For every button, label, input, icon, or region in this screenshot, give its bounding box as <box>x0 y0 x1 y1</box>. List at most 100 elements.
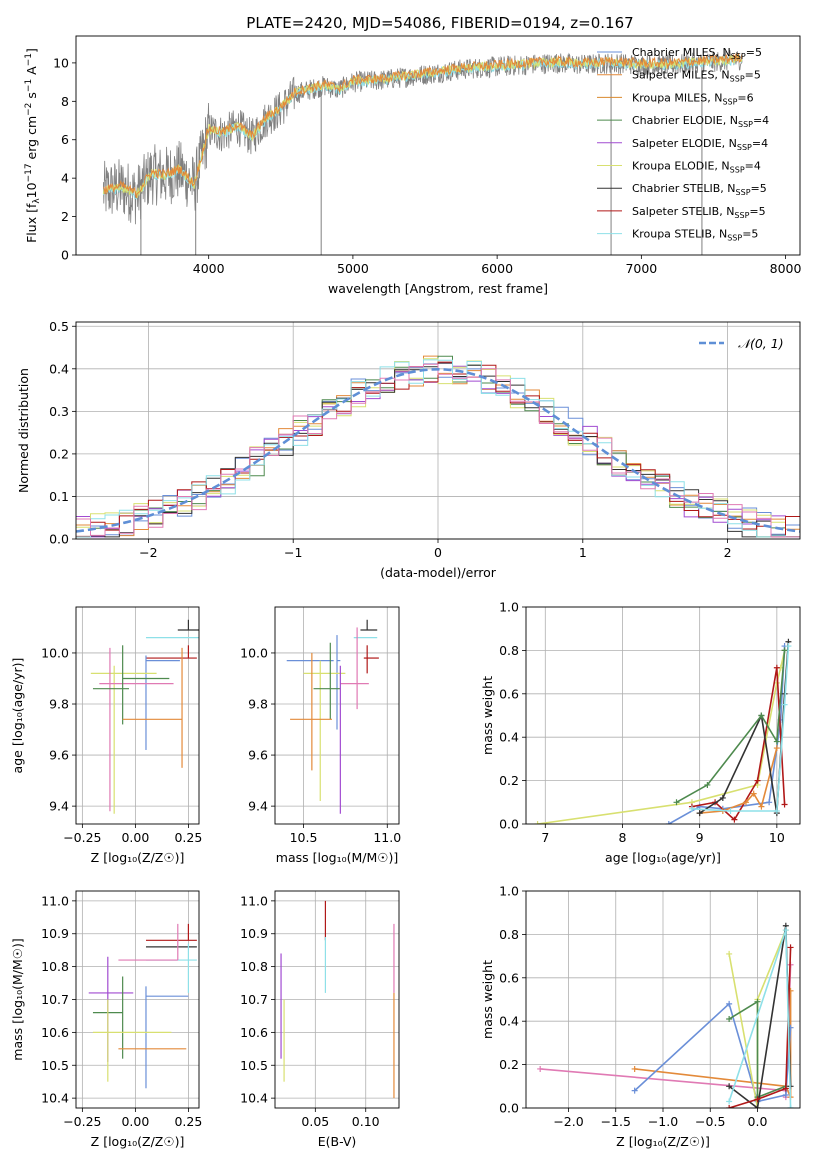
y-tick-label: 10.6 <box>240 1025 268 1040</box>
x-axis-label: E(B-V) <box>318 1134 357 1149</box>
weight-series-line <box>634 1002 792 1103</box>
legend-sub: SSP <box>734 211 749 220</box>
legend-value: =5 <box>742 228 758 241</box>
y-label-part: −2 <box>24 103 34 116</box>
residuals-histogram: −2 −1 0 1 2 0.0 0.1 0.2 0.3 0.4 0.5 (data-model)/er… <box>16 319 801 580</box>
weight-point-marker <box>631 1087 638 1094</box>
weight-point-marker <box>785 643 792 650</box>
y-tick-label: 2 <box>61 209 69 224</box>
weight-series-line <box>634 990 792 1098</box>
x-tick-label: 6000 <box>481 261 513 276</box>
weight-point-marker <box>781 801 788 808</box>
x-tick-label: 0.25 <box>174 830 202 845</box>
legend-sub: SSP <box>722 97 737 106</box>
model-spectrum-line <box>102 53 743 199</box>
axes-frame <box>75 35 801 256</box>
weight-point-marker <box>534 821 541 824</box>
x-axis-label: Z [log₁₀(Z/Z☉)] <box>91 850 185 865</box>
spectrum-plot: 4000 5000 6000 7000 8000 0 2 4 6 8 10 wavelength [A… <box>24 35 802 296</box>
y-label-part: ] <box>24 48 39 53</box>
x-tick-label: −1.0 <box>648 1114 678 1129</box>
legend-value: =4 <box>745 160 761 173</box>
y-tick-label: 10.5 <box>240 1058 268 1073</box>
y-label-part: −1 <box>24 53 34 66</box>
x-tick-label: 0.10 <box>352 1114 380 1129</box>
weight-point-marker <box>673 799 680 806</box>
legend-name: Kroupa MILES, N <box>632 91 722 104</box>
legend-name: Chabrier ELODIE, N <box>632 114 738 127</box>
legend-name: Salpeter STELIB, N <box>632 205 734 218</box>
legend-sub: SSP <box>731 52 746 61</box>
y-tick-label: 10.7 <box>240 992 268 1007</box>
y-tick-label: 9.4 <box>49 799 69 814</box>
legend-entry: Salpeter STELIB, NSSP=5 <box>632 205 766 220</box>
weight-point-marker <box>754 998 761 1005</box>
weight-point-marker <box>773 664 780 671</box>
weight-point-marker <box>782 1085 789 1092</box>
weight-point-marker <box>766 799 773 806</box>
legend-sub: SSP <box>727 234 742 243</box>
x-tick-label: 11.0 <box>373 830 401 845</box>
legend-entry: Chabrier ELODIE, NSSP=4 <box>632 114 769 129</box>
y-tick-label: 9.6 <box>248 748 268 763</box>
weight-point-marker <box>726 1000 733 1007</box>
legend-value: =4 <box>752 137 768 150</box>
weight-series-group <box>534 638 792 824</box>
y-tick-label: 0.8 <box>499 927 519 942</box>
x-tick-label: 7 <box>541 830 549 845</box>
axes-frame <box>525 606 801 825</box>
y-tick-label: 11.0 <box>240 893 268 908</box>
x-tick-label: 0 <box>434 545 442 560</box>
y-tick-label: 10.8 <box>240 959 268 974</box>
y-tick-label: 1.0 <box>499 600 519 615</box>
y-label-part: −1 <box>24 79 34 92</box>
y-label-part: 10 <box>24 182 39 198</box>
legend-name: Kroupa STELIB, N <box>632 228 727 241</box>
weight-point-marker <box>726 1083 733 1090</box>
y-tick-label: 10.4 <box>41 1091 69 1106</box>
weight-point-marker <box>726 1016 733 1023</box>
x-tick-label: 0.00 <box>121 1114 149 1129</box>
weight-point-marker <box>782 927 789 934</box>
x-tick-label: 9 <box>696 830 704 845</box>
x-axis-label: Z [log₁₀(Z/Z☉)] <box>91 1134 185 1149</box>
x-tick-label: 5000 <box>337 261 369 276</box>
x-tick-label: −0.5 <box>695 1114 725 1129</box>
axes-frame <box>525 890 801 1109</box>
y-tick-label: 0.3 <box>49 404 69 419</box>
y-tick-label: 10.9 <box>41 926 69 941</box>
weight-point-marker <box>782 1091 789 1098</box>
y-axis-label: age [log₁₀(age/yr)] <box>10 658 25 774</box>
legend-entry: Kroupa MILES, NSSP=6 <box>632 91 754 106</box>
y-axis-label: Flux [fλ10−17 erg cm−2 s−1 A−1] <box>24 48 42 243</box>
y-tick-label: 9.8 <box>49 697 69 712</box>
legend-entry: 𝒩(0, 1) <box>738 336 784 351</box>
y-tick-label: 0.0 <box>49 532 69 547</box>
weight-point-marker <box>727 807 734 814</box>
weight-point-marker <box>754 1096 761 1103</box>
x-axis-label: age [log₁₀(age/yr)] <box>605 850 721 865</box>
histogram-step <box>76 359 800 538</box>
y-label-part: −17 <box>24 163 34 182</box>
y-tick-label: 0.4 <box>499 730 519 745</box>
weight-point-marker <box>726 1105 733 1108</box>
legend-name: Kroupa ELODIE, N <box>632 160 730 173</box>
age-vs-metallicity-plot: −0.25 0.00 0.25 9.4 9.6 9.8 10.0 Z [log₁₀(Z/Z☉)… <box>10 606 202 865</box>
x-tick-label: 7000 <box>625 261 657 276</box>
weight-point-marker <box>754 777 761 784</box>
legend-name: Salpeter ELODIE, N <box>632 137 737 150</box>
x-axis-label: (data-model)/error <box>380 565 497 580</box>
y-axis-label: mass weight <box>480 960 495 1039</box>
y-axis-label: Normed distribution <box>16 368 31 493</box>
axes-frame <box>274 890 400 1109</box>
figure-title: PLATE=2420, MJD=54086, FIBERID=0194, z=0… <box>246 14 633 32</box>
weight-point-marker <box>665 821 672 824</box>
y-tick-label: 9.4 <box>248 799 268 814</box>
legend-name: Chabrier STELIB, N <box>632 182 736 195</box>
weight-vs-metallicity-plot: −2.0 −1.5 −1.0 −0.5 0.0 0.0 0.2 0.4 0.6 0.8 1.0 Z [… <box>480 884 801 1149</box>
weight-point-marker <box>688 805 695 812</box>
weight-point-marker <box>726 950 733 957</box>
weight-point-marker <box>742 799 749 806</box>
y-tick-label: 0.2 <box>499 773 519 788</box>
weight-point-marker <box>787 944 794 951</box>
